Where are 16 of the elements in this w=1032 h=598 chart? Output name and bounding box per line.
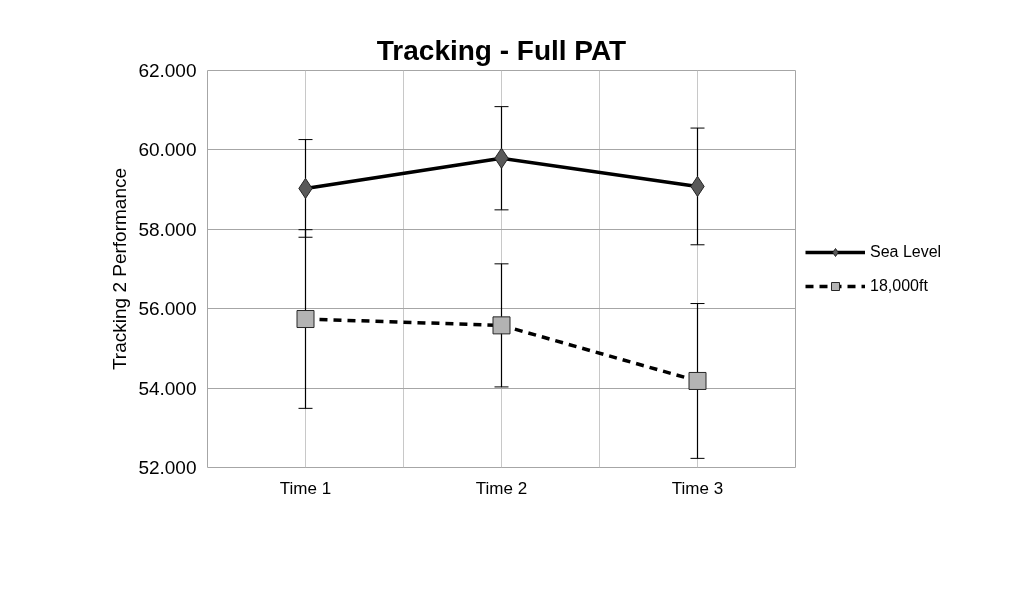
point bbox=[492, 316, 511, 335]
y-tick-label: 52.000 bbox=[138, 457, 197, 478]
x-tick-label: Time 2 bbox=[475, 478, 528, 498]
y-tick-label: 58.000 bbox=[138, 218, 197, 240]
y-tick-label: 60.000 bbox=[138, 139, 197, 161]
x-tick-label: Time 1 bbox=[279, 478, 332, 498]
legend-label: Sea Level bbox=[870, 242, 942, 261]
x-tick-label: Time 3 bbox=[671, 478, 724, 498]
y-axis-title: Tracking 2 Performance bbox=[109, 167, 131, 371]
y-tick-label: 62.000 bbox=[138, 60, 197, 81]
legend-label: 18,000ft bbox=[870, 276, 928, 295]
y-tick-label: 54.000 bbox=[138, 377, 197, 399]
point bbox=[688, 371, 707, 390]
y-tick-label: 56.000 bbox=[138, 298, 197, 320]
chart-title: Tracking - Full PAT bbox=[376, 34, 627, 66]
point bbox=[296, 310, 315, 329]
